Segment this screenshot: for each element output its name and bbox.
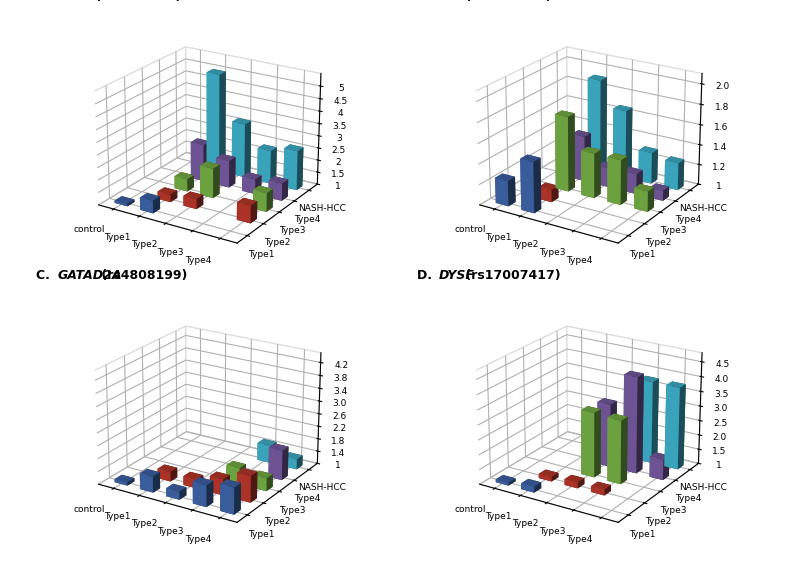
Text: A.: A. [36, 0, 55, 3]
Text: (rs4808199): (rs4808199) [97, 269, 187, 282]
Text: B.: B. [417, 0, 435, 3]
Text: DYSF: DYSF [438, 269, 474, 282]
Text: GATAD2A: GATAD2A [57, 269, 121, 282]
Text: (rs17007417): (rs17007417) [461, 269, 561, 282]
Text: (rs1260326): (rs1260326) [461, 0, 552, 3]
Text: (rs2896019): (rs2896019) [91, 0, 182, 3]
Text: GCKR: GCKR [438, 0, 477, 3]
Text: PNPLA3: PNPLA3 [57, 0, 112, 3]
Text: C.: C. [36, 269, 54, 282]
Text: D.: D. [417, 269, 436, 282]
